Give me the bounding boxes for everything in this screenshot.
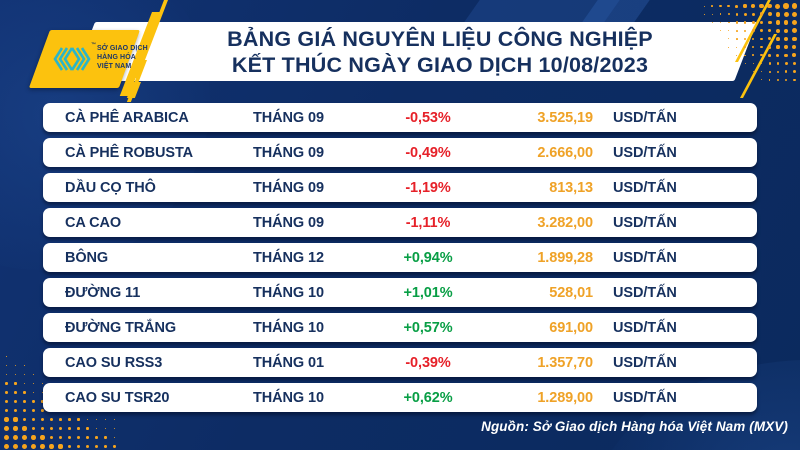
price-value: 3.525,19 (537, 109, 593, 126)
price-unit: USD/TẤN (613, 319, 677, 336)
price-unit: USD/TẤN (613, 109, 677, 126)
percent-change: -1,19% (405, 179, 451, 196)
logo-org-name: SỞ GIAO DỊCH HÀNG HÓA VIỆT NAM (97, 44, 148, 71)
price-value: 1.899,28 (537, 249, 593, 266)
price-unit: USD/TẤN (613, 354, 677, 371)
mxv-logo: ™ SỞ GIAO DỊCH HÀNG HÓA VIỆT NAM (47, 30, 148, 88)
trademark-symbol: ™ (91, 42, 96, 48)
table-row: DẦU CỌ THÔ THÁNG 09 -1,19% 813,13 USD/TẤ… (43, 173, 757, 202)
table-row: ĐƯỜNG 11 THÁNG 10 +1,01% 528,01 USD/TẤN (43, 278, 757, 307)
page-title: BẢNG GIÁ NGUYÊN LIỆU CÔNG NGHIỆP KẾT THÚ… (160, 26, 720, 78)
logo-org-line2: HÀNG HÓA (97, 54, 136, 61)
price-value: 1.357,70 (537, 354, 593, 371)
contract-month: THÁNG 10 (253, 284, 324, 301)
logo-org-line1: SỞ GIAO DỊCH (97, 45, 148, 52)
page-title-line2: KẾT THÚC NGÀY GIAO DỊCH 10/08/2023 (231, 53, 649, 77)
price-value: 2.666,00 (537, 144, 593, 161)
contract-month: THÁNG 09 (253, 179, 324, 196)
percent-change: -0,53% (405, 109, 451, 126)
contract-month: THÁNG 10 (253, 319, 324, 336)
percent-change: +0,94% (403, 249, 453, 266)
price-value: 1.289,00 (537, 389, 593, 406)
percent-change: -0,49% (405, 144, 451, 161)
price-value: 691,00 (549, 319, 593, 336)
commodity-name: ĐƯỜNG 11 (65, 284, 141, 301)
contract-month: THÁNG 09 (253, 144, 324, 161)
contract-month: THÁNG 01 (253, 354, 324, 371)
table-row: CÀ PHÊ ROBUSTA THÁNG 09 -0,49% 2.666,00 … (43, 138, 757, 167)
commodity-name: CA CAO (65, 214, 122, 231)
source-attribution: Nguồn: Sở Giao dịch Hàng hóa Việt Nam (M… (481, 419, 788, 434)
contract-month: THÁNG 12 (253, 249, 324, 266)
mxv-chevrons-icon (53, 47, 91, 71)
percent-change: -0,39% (405, 354, 451, 371)
contract-month: THÁNG 09 (253, 214, 324, 231)
price-unit: USD/TẤN (613, 179, 677, 196)
price-table: CÀ PHÊ ARABICA THÁNG 09 -0,53% 3.525,19 … (43, 103, 757, 418)
commodity-name: CAO SU RSS3 (65, 354, 163, 371)
table-row: ĐƯỜNG TRẮNG THÁNG 10 +0,57% 691,00 USD/T… (43, 313, 757, 342)
commodity-name: CÀ PHÊ ARABICA (65, 109, 189, 126)
price-value: 813,13 (549, 179, 593, 196)
price-value: 528,01 (549, 284, 593, 301)
commodity-name: ĐƯỜNG TRẮNG (65, 319, 177, 336)
contract-month: THÁNG 10 (253, 389, 324, 406)
commodity-name: DẦU CỌ THÔ (65, 179, 156, 196)
commodity-name: CAO SU TSR20 (65, 389, 170, 406)
commodity-name: BÔNG (65, 249, 109, 266)
table-row: CAO SU RSS3 THÁNG 01 -0,39% 1.357,70 USD… (43, 348, 757, 377)
price-unit: USD/TẤN (613, 284, 677, 301)
price-unit: USD/TẤN (613, 249, 677, 266)
logo-org-line3: VIỆT NAM (97, 63, 132, 70)
price-unit: USD/TẤN (613, 389, 677, 406)
table-row: BÔNG THÁNG 12 +0,94% 1.899,28 USD/TẤN (43, 243, 757, 272)
percent-change: +0,62% (403, 389, 453, 406)
table-row: CAO SU TSR20 THÁNG 10 +0,62% 1.289,00 US… (43, 383, 757, 412)
price-unit: USD/TẤN (613, 144, 677, 161)
price-value: 3.282,00 (537, 214, 593, 231)
contract-month: THÁNG 09 (253, 109, 324, 126)
page-title-line1: BẢNG GIÁ NGUYÊN LIỆU CÔNG NGHIỆP (227, 27, 653, 51)
table-row: CA CAO THÁNG 09 -1,11% 3.282,00 USD/TẤN (43, 208, 757, 237)
price-unit: USD/TẤN (613, 214, 677, 231)
percent-change: -1,11% (405, 214, 451, 231)
percent-change: +0,57% (403, 319, 453, 336)
commodity-name: CÀ PHÊ ROBUSTA (65, 144, 194, 161)
percent-change: +1,01% (403, 284, 453, 301)
table-row: CÀ PHÊ ARABICA THÁNG 09 -0,53% 3.525,19 … (43, 103, 757, 132)
